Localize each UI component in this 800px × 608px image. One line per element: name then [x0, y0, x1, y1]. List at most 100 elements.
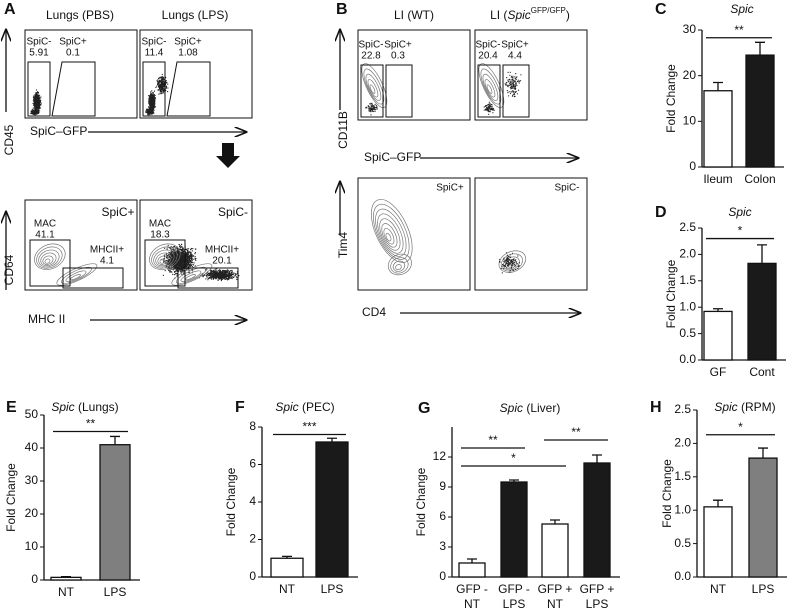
event-dot — [515, 81, 517, 83]
event-dot — [513, 263, 516, 265]
event-dot — [160, 81, 162, 83]
event-dot — [161, 85, 163, 87]
event-dot — [511, 259, 513, 261]
y-tick-label: 20 — [25, 506, 39, 520]
event-dot — [148, 111, 150, 113]
event-dot — [172, 268, 174, 270]
event-dot — [207, 279, 209, 281]
y-tick-label: 30 — [683, 22, 697, 36]
event-dot — [514, 88, 517, 90]
event-dot — [217, 277, 220, 279]
x-axis-label: MHC II — [28, 312, 65, 326]
error-bar — [110, 435, 120, 445]
event-dot — [216, 269, 218, 271]
event-dot — [511, 81, 513, 83]
event-dot — [36, 99, 38, 101]
y-tick-label: 10 — [25, 539, 39, 553]
event-dot — [512, 265, 514, 267]
event-dot — [501, 272, 503, 274]
title-part: (Lungs) — [75, 400, 119, 414]
event-dot — [488, 113, 490, 115]
gate-label: 4.1 — [100, 256, 114, 267]
event-dot — [170, 245, 172, 248]
gate-label: 1.08 — [178, 48, 198, 59]
event-dot — [38, 97, 40, 99]
event-dot — [39, 100, 41, 102]
event-dot — [175, 246, 177, 248]
event-dot — [368, 109, 370, 111]
contour — [42, 255, 54, 265]
event-dot — [506, 267, 508, 269]
event-dot — [513, 260, 515, 262]
plot-tag: SpiC- — [554, 183, 579, 194]
event-dot — [153, 94, 155, 96]
plot-frame — [357, 177, 471, 291]
x-tick-label: LPS — [104, 585, 127, 599]
event-dot — [511, 252, 514, 254]
contour — [377, 213, 404, 254]
event-dot — [214, 268, 216, 270]
event-dot — [504, 263, 507, 265]
event-dot — [507, 263, 509, 265]
event-dot — [172, 246, 174, 248]
event-dot — [517, 267, 519, 270]
title-part: Spic — [500, 401, 523, 415]
significance-label: * — [738, 420, 743, 434]
event-dot — [221, 278, 223, 280]
y-axis-label: Fold Change — [660, 459, 674, 528]
event-dot — [375, 104, 377, 107]
event-dot — [35, 93, 38, 95]
event-dot — [488, 101, 490, 103]
event-dot — [37, 105, 39, 107]
event-dot — [162, 89, 164, 92]
event-dot — [169, 271, 171, 273]
event-dot — [485, 109, 487, 111]
event-dot — [32, 109, 34, 111]
event-dot — [208, 277, 210, 279]
event-dot — [32, 102, 34, 104]
event-dot — [373, 105, 375, 107]
event-dot — [167, 83, 169, 85]
event-dot — [515, 77, 517, 79]
event-dot — [182, 254, 184, 256]
event-dot — [164, 247, 166, 249]
event-dot — [31, 113, 33, 115]
x-axis-label: SpiC–GFP — [364, 150, 421, 164]
event-dot — [518, 262, 520, 264]
event-dot — [36, 95, 39, 97]
event-dot — [518, 82, 520, 84]
event-dot — [194, 252, 196, 254]
event-dot — [174, 265, 176, 267]
gate-label: SpiC- — [26, 37, 51, 48]
event-dot — [489, 104, 491, 106]
event-dot — [174, 253, 176, 255]
event-dot — [520, 74, 522, 76]
event-dot — [168, 252, 170, 254]
event-dot — [153, 97, 155, 99]
error-bar — [758, 447, 768, 459]
title-part: ) — [566, 8, 570, 22]
event-dot — [182, 258, 184, 260]
event-dot — [33, 112, 35, 114]
event-dot — [510, 84, 512, 86]
event-dot — [492, 107, 494, 110]
y-tick-label: 0.5 — [674, 536, 691, 550]
event-dot — [179, 270, 181, 272]
event-dot — [34, 109, 36, 111]
event-dot — [32, 97, 35, 99]
event-dot — [176, 263, 178, 265]
event-dot — [492, 109, 494, 111]
event-dot — [159, 79, 161, 81]
event-dot — [160, 91, 162, 93]
event-dot — [168, 268, 171, 270]
event-dot — [514, 86, 516, 88]
event-dot — [230, 272, 232, 274]
event-dot — [506, 90, 508, 92]
event-dot — [509, 269, 511, 272]
event-dot — [35, 107, 37, 109]
event-dot — [511, 91, 513, 93]
event-dot — [216, 271, 218, 273]
contour — [484, 79, 496, 98]
event-dot — [187, 253, 189, 255]
x-tick-label: LPS — [503, 597, 526, 608]
